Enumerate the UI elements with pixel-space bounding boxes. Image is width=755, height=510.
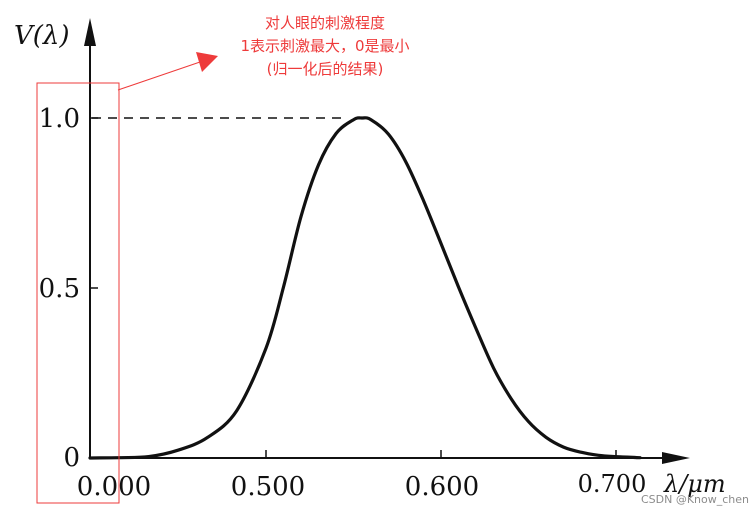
y-tick-label: 0 bbox=[63, 443, 80, 473]
highlight-box bbox=[36, 82, 120, 504]
annotation-text: 对人眼的刺激程度 1表示刺激最大，0是最小 (归一化后的结果) bbox=[190, 12, 460, 81]
x-tick-label: 0.000 bbox=[77, 472, 151, 502]
annotation-arrow-shaft bbox=[117, 61, 201, 91]
watermark: CSDN @Know_chen bbox=[640, 493, 749, 506]
y-tick-label: 0.5 bbox=[39, 274, 80, 304]
x-axis-label: λ/μm bbox=[663, 470, 726, 498]
x-tick-label: 0.700 bbox=[578, 470, 647, 498]
annotation-arrow-head bbox=[196, 52, 218, 72]
annotation-line: (归一化后的结果) bbox=[266, 60, 384, 78]
x-tick-label: 0.600 bbox=[405, 472, 479, 502]
annotation-line: 对人眼的刺激程度 bbox=[264, 14, 385, 32]
y-axis-label: V(λ) bbox=[14, 21, 70, 51]
y-axis-arrow bbox=[84, 18, 96, 46]
x-axis-arrow bbox=[662, 452, 690, 464]
series-line bbox=[88, 116, 642, 460]
y-tick-label: 1.0 bbox=[39, 104, 80, 134]
x-tick-label: 0.500 bbox=[231, 472, 305, 502]
annotation-line: 1表示刺激最大，0是最小 bbox=[240, 37, 410, 55]
